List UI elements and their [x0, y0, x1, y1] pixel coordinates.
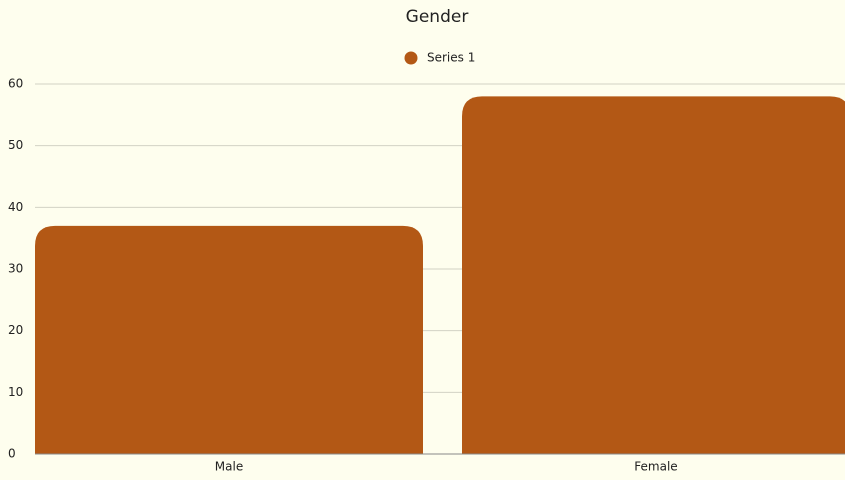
chart-title: Gender [406, 7, 469, 27]
y-tick-label: 50 [8, 138, 23, 152]
x-tick-label: Male [215, 460, 243, 474]
y-tick-label: 30 [8, 262, 23, 276]
bar [462, 96, 845, 454]
y-tick-label: 10 [8, 385, 23, 399]
legend-label: Series 1 [427, 51, 475, 65]
y-tick-label: 40 [8, 200, 23, 214]
y-tick-label: 60 [8, 77, 23, 91]
bar [35, 225, 423, 454]
y-tick-label: 20 [8, 323, 23, 337]
y-tick-label: 0 [8, 447, 16, 461]
legend-marker [404, 51, 418, 65]
x-tick-label: Female [634, 460, 677, 474]
